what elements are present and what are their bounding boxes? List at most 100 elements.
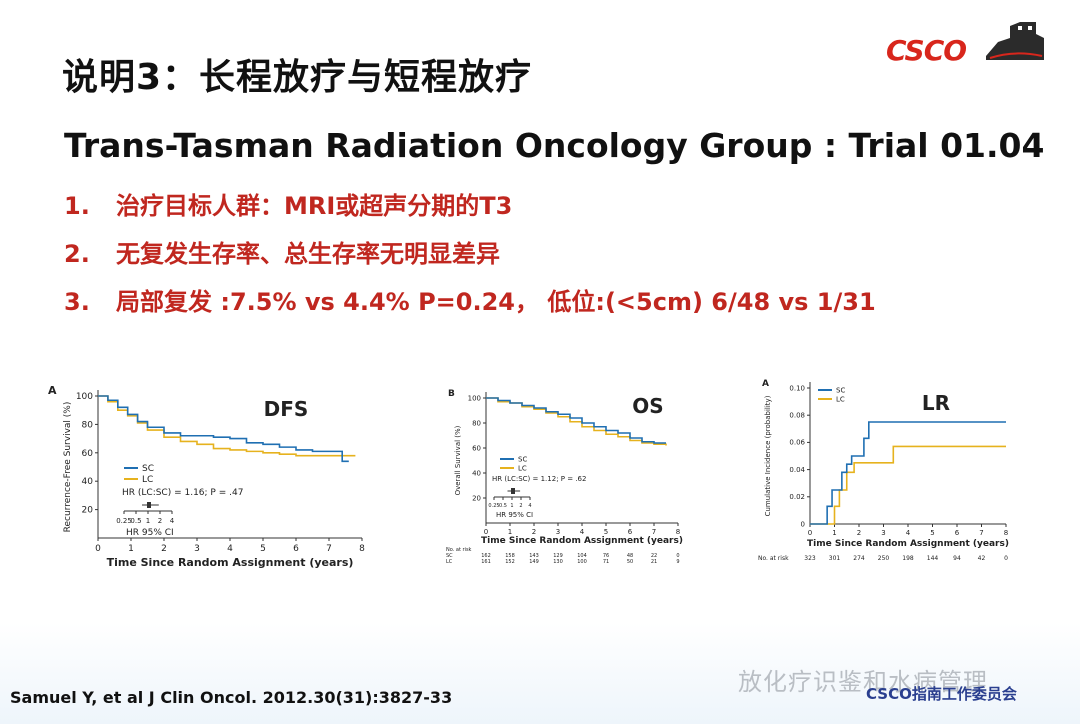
hr-tick-label: 2 bbox=[158, 517, 162, 525]
key-point-number: 2. bbox=[64, 240, 90, 268]
risk-value: 0 bbox=[1004, 555, 1008, 562]
citation: Samuel Y, et al J Clin Oncol. 2012.30(31… bbox=[10, 688, 453, 707]
wechat-watermark: 放化疗识鉴和水病管理 bbox=[738, 668, 988, 696]
risk-value: 149 bbox=[529, 559, 539, 565]
risk-value: 50 bbox=[627, 559, 633, 565]
x-tick-label: 0 bbox=[484, 528, 488, 536]
risk-value: 162 bbox=[481, 553, 491, 559]
panel-letter: B bbox=[448, 389, 455, 399]
x-axis-label: Time Since Random Assignment (years) bbox=[481, 536, 683, 546]
risk-value: 21 bbox=[651, 559, 657, 565]
x-tick-label: 2 bbox=[532, 528, 536, 536]
risk-value: 323 bbox=[804, 555, 816, 562]
hr-tick-label: 0.25 bbox=[488, 503, 499, 509]
y-tick-label: 0.02 bbox=[789, 493, 805, 501]
risk-value: 48 bbox=[627, 553, 633, 559]
x-tick-label: 0 bbox=[808, 529, 812, 537]
hr-tick-label: 4 bbox=[170, 517, 175, 525]
y-tick-label: 80 bbox=[82, 420, 94, 430]
y-tick-label: 40 bbox=[472, 469, 481, 477]
risk-value: 130 bbox=[553, 559, 563, 565]
risk-value: 158 bbox=[505, 553, 515, 559]
key-point-2: 2. 无复发生存率、总生存率无明显差异 bbox=[64, 234, 500, 269]
x-tick-label: 2 bbox=[161, 544, 167, 554]
y-axis-label: Cumulative Incidence (probability) bbox=[764, 395, 772, 516]
legend-label-lc: LC bbox=[142, 475, 153, 485]
x-tick-label: 7 bbox=[652, 528, 656, 536]
key-point-text: 无复发生存率、总生存率无明显差异 bbox=[116, 240, 500, 268]
x-tick-label: 4 bbox=[906, 529, 911, 537]
x-tick-label: 4 bbox=[580, 528, 585, 536]
x-tick-label: 0 bbox=[95, 544, 101, 554]
y-axis-label: Recurrence-Free Survival (%) bbox=[63, 402, 73, 533]
x-tick-label: 8 bbox=[1004, 529, 1008, 537]
key-point-number: 3. bbox=[64, 288, 90, 316]
trial-subtitle: Trans-Tasman Radiation Oncology Group : … bbox=[64, 126, 1045, 165]
risk-value: 0 bbox=[676, 553, 679, 559]
y-tick-label: 0 bbox=[801, 520, 805, 528]
y-tick-label: 40 bbox=[82, 477, 94, 487]
risk-value: 274 bbox=[853, 555, 865, 562]
risk-value: 143 bbox=[529, 553, 539, 559]
key-point-text: 局部复发 :7.5% vs 4.4% P=0.24， 低位:(<5cm) 6/4… bbox=[116, 288, 876, 316]
series-line-sc bbox=[486, 397, 666, 444]
y-tick-label: 20 bbox=[472, 494, 481, 502]
key-point-text: 治疗目标人群：MRI或超声分期的T3 bbox=[116, 192, 513, 220]
legend-label-sc: SC bbox=[836, 386, 845, 394]
x-tick-label: 2 bbox=[857, 529, 861, 537]
y-tick-label: 100 bbox=[468, 394, 481, 402]
risk-value: 198 bbox=[902, 555, 914, 562]
hr-tick-label: 2 bbox=[519, 503, 522, 509]
logo-wordmark: CSCO bbox=[886, 34, 967, 67]
legend-label-sc: SC bbox=[142, 464, 154, 474]
x-tick-label: 4 bbox=[227, 544, 233, 554]
hr-tick-label: 0.5 bbox=[130, 517, 141, 525]
risk-value: 161 bbox=[481, 559, 491, 565]
risk-value: 152 bbox=[505, 559, 515, 565]
x-tick-label: 1 bbox=[832, 529, 836, 537]
risk-value: 144 bbox=[927, 555, 939, 562]
x-tick-label: 6 bbox=[293, 544, 299, 554]
risk-header: No. at risk bbox=[446, 547, 472, 553]
risk-value: 129 bbox=[553, 553, 563, 559]
hr-annotation: HR (LC:SC) = 1.16; P = .47 bbox=[122, 488, 243, 498]
y-axis-label: Overall Survival (%) bbox=[454, 425, 462, 495]
x-tick-label: 7 bbox=[326, 544, 332, 554]
hr-tick-label: 1 bbox=[510, 503, 513, 509]
series-line-lc bbox=[98, 395, 356, 457]
chart-title: DFS bbox=[264, 397, 309, 421]
risk-value: 104 bbox=[577, 553, 587, 559]
hr-ci-label: HR 95% CI bbox=[126, 528, 174, 538]
hr-tick-label: 0.25 bbox=[116, 517, 132, 525]
risk-value: 9 bbox=[676, 559, 679, 565]
y-tick-label: 80 bbox=[472, 419, 481, 427]
hr-estimate bbox=[511, 488, 515, 494]
lr-chart: A 0 1 2 3 4 5 6 7 8 0.02 0.04 0.06 0.08 0.10 0 Time Sinc… bbox=[758, 379, 1009, 562]
y-tick-label: 0.10 bbox=[789, 384, 805, 392]
panel-letter: A bbox=[48, 384, 57, 397]
hr-estimate bbox=[147, 502, 151, 508]
y-tick-label: 20 bbox=[82, 506, 94, 516]
x-tick-label: 6 bbox=[628, 528, 633, 536]
legend-label-sc: SC bbox=[518, 455, 527, 463]
y-tick-label: 0.04 bbox=[789, 466, 805, 474]
risk-value: 301 bbox=[829, 555, 841, 562]
risk-value: 42 bbox=[978, 555, 986, 562]
legend-label-lc: LC bbox=[518, 464, 527, 472]
csco-logo: CSCO bbox=[886, 12, 1056, 68]
hr-tick-label: 1 bbox=[146, 517, 150, 525]
x-tick-label: 6 bbox=[955, 529, 960, 537]
x-axis-label: Time Since Random Assignment (years) bbox=[807, 539, 1009, 549]
risk-value: 94 bbox=[953, 555, 961, 562]
x-axis-label: Time Since Random Assignment (years) bbox=[107, 556, 354, 569]
legend-label-lc: LC bbox=[836, 395, 845, 403]
series-line-lc bbox=[810, 445, 1006, 525]
chart-title: LR bbox=[922, 391, 950, 415]
x-tick-label: 1 bbox=[128, 544, 134, 554]
y-tick-label: 100 bbox=[76, 392, 93, 402]
risk-header: No. at risk bbox=[758, 555, 789, 562]
x-tick-label: 8 bbox=[359, 544, 365, 554]
y-tick-label: 60 bbox=[82, 449, 94, 459]
